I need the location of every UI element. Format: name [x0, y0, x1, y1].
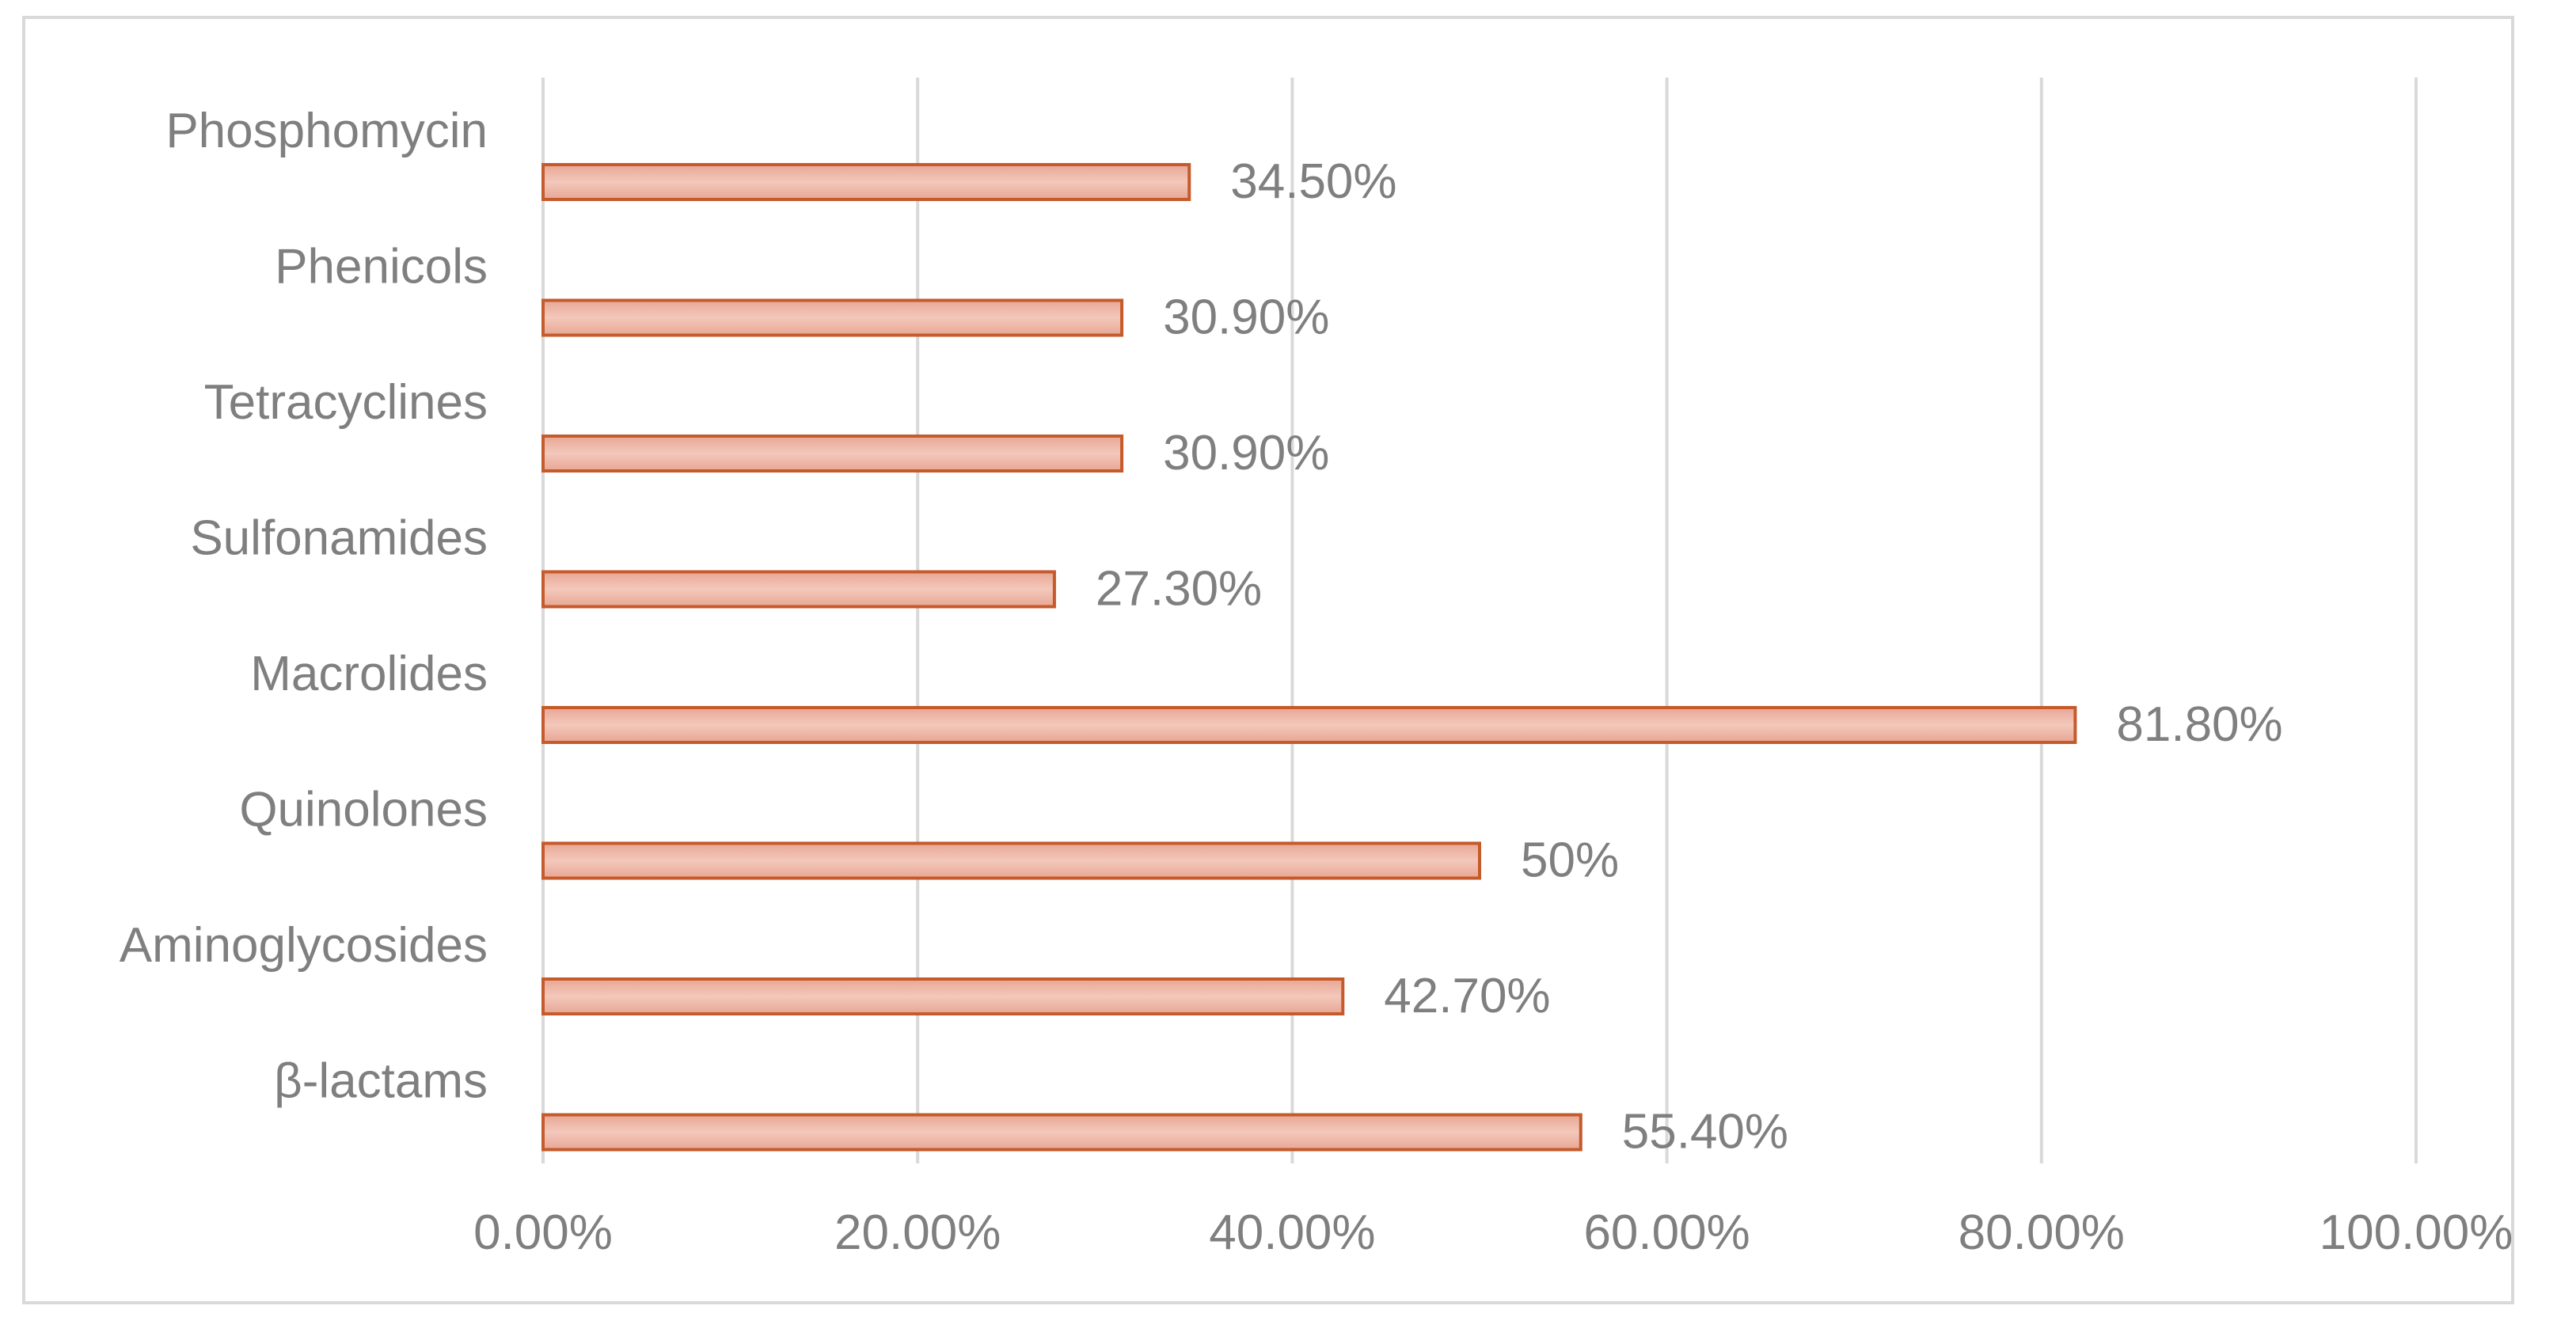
- data-labels: 34.50% 30.90% 30.90% 27.30% 81.80% 50% 42.70% 5…: [1096, 154, 2283, 1160]
- chart-frame: [22, 16, 2514, 1304]
- category-label-5: Quinolones: [239, 783, 488, 837]
- category-label-4: Macrolides: [250, 647, 488, 701]
- data-label-6: 42.70%: [1384, 969, 1550, 1023]
- x-tick-label-3: 60.00%: [1583, 1205, 1750, 1260]
- x-tick-label-0: 0.00%: [473, 1205, 613, 1260]
- bar-6: [541, 977, 1345, 1015]
- data-label-3: 27.30%: [1096, 562, 1262, 617]
- category-label-3: Sulfonamides: [190, 511, 488, 566]
- category-labels: Phosphomycin Phenicols Tetracyclines Sulfon…: [120, 104, 488, 1109]
- bar-4: [541, 706, 2077, 744]
- data-label-2: 30.90%: [1163, 426, 1329, 480]
- data-label-1: 30.90%: [1163, 290, 1329, 345]
- bar-5: [541, 841, 1481, 880]
- bar-7: [541, 1113, 1582, 1152]
- bar-3: [541, 570, 1056, 609]
- x-tick-label-1: 20.00%: [834, 1205, 1001, 1260]
- x-tick-labels: 0.00% 20.00% 40.00% 60.00% 80.00% 100.00%: [473, 1205, 2513, 1260]
- bar-0: [541, 163, 1191, 201]
- bars: [541, 163, 2077, 1152]
- bar-1: [541, 298, 1124, 337]
- x-tick-label-5: 100.00%: [2320, 1205, 2513, 1260]
- data-label-7: 55.40%: [1622, 1105, 1788, 1160]
- data-label-0: 34.50%: [1230, 154, 1396, 209]
- category-label-7: β-lactams: [274, 1054, 488, 1109]
- category-label-2: Tetracyclines: [204, 375, 488, 430]
- bar-2: [541, 435, 1124, 473]
- data-label-5: 50%: [1521, 833, 1619, 888]
- category-label-0: Phosphomycin: [165, 104, 488, 158]
- category-label-6: Aminoglycosides: [120, 918, 488, 973]
- x-tick-label-2: 40.00%: [1209, 1205, 1375, 1260]
- category-label-1: Phenicols: [275, 240, 488, 294]
- x-tick-label-4: 80.00%: [1959, 1205, 2125, 1260]
- data-label-4: 81.80%: [2116, 697, 2282, 752]
